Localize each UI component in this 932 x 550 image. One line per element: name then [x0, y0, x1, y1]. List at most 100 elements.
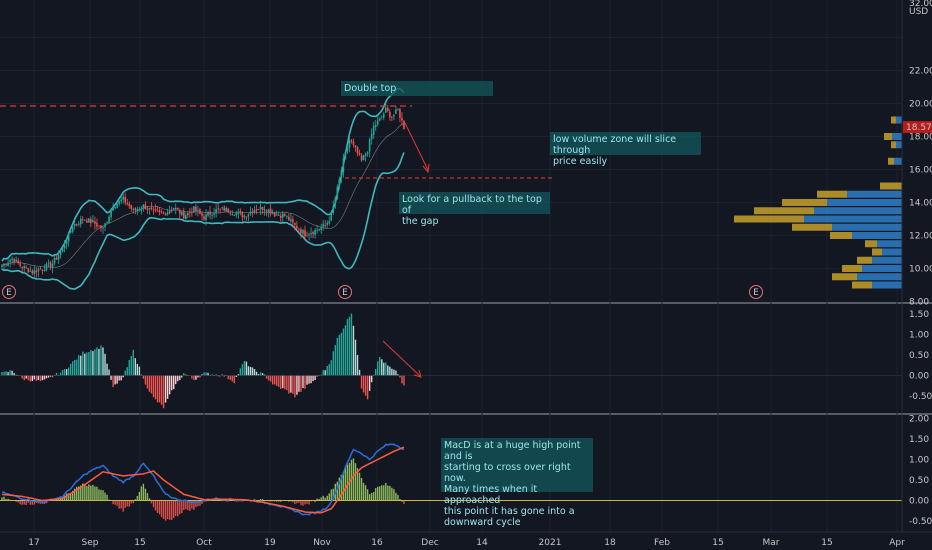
- candle-body: [201, 213, 203, 216]
- macd-diff-bar: [296, 500, 298, 504]
- macd-diff-bar: [336, 481, 339, 501]
- candle-body: [308, 234, 310, 236]
- macd-diff-bar: [401, 500, 403, 502]
- candle-body: [195, 206, 197, 212]
- candle-body: [389, 111, 391, 118]
- macd-diff-bar: [326, 495, 328, 501]
- histogram-bar: [27, 375, 29, 381]
- candle-body: [43, 270, 46, 271]
- macd-diff-bar: [29, 500, 31, 505]
- macd-diff-bar: [118, 500, 120, 509]
- volume-profile-bar-down: [865, 240, 877, 248]
- candle-body: [346, 147, 349, 152]
- histogram-bar: [108, 369, 110, 376]
- candle-body: [180, 211, 183, 215]
- candle-body: [241, 212, 244, 218]
- candle-body: [284, 214, 286, 216]
- macd-diff-bar: [124, 500, 126, 508]
- macd-diff-bar: [23, 500, 25, 505]
- macd-diff-bar: [322, 495, 324, 501]
- macd-diff-bar: [364, 485, 367, 501]
- volume-profile-bar-down: [830, 232, 852, 239]
- time-tick-label: 16: [371, 538, 383, 548]
- candle-body: [320, 227, 322, 230]
- macd-diff-bar: [383, 485, 385, 501]
- macd-diff-bar: [292, 500, 294, 503]
- candle-body: [263, 209, 266, 211]
- histogram-bar: [320, 374, 322, 376]
- price-arrow-head: [422, 163, 430, 174]
- annotation-macd-line4: this point it has gone into a: [444, 506, 575, 517]
- candle-body: [45, 263, 48, 271]
- histogram-bar: [235, 375, 238, 377]
- histogram-bar: [25, 375, 27, 379]
- candle-body: [65, 241, 68, 245]
- volume-profile-bar-down: [852, 281, 872, 289]
- macd-diff-bar: [187, 500, 189, 511]
- candle-body: [322, 224, 324, 227]
- earnings-marker-3: [749, 285, 763, 299]
- candle-body: [259, 206, 262, 210]
- histogram-bar: [124, 370, 126, 376]
- candle-body: [277, 215, 280, 217]
- histogram-bar: [183, 373, 185, 376]
- annotation-low-volume[interactable]: low volume zone will slice through price…: [550, 132, 701, 167]
- middle-band: [1, 122, 405, 268]
- candle-body: [136, 209, 139, 212]
- macd-diff-bar: [120, 500, 122, 509]
- histogram-bar: [340, 332, 343, 376]
- macd-diff-bar: [98, 489, 100, 501]
- candle-body: [41, 269, 44, 271]
- candle-body: [166, 212, 169, 215]
- histogram-bar: [69, 363, 72, 376]
- candle-body: [387, 108, 389, 112]
- histogram-bar: [397, 374, 399, 376]
- candle-body: [376, 120, 379, 125]
- candle-body: [211, 214, 213, 216]
- macd-tick-label: 0.50: [909, 476, 929, 486]
- annotation-pullback[interactable]: Look for a pullback to the top of the ga…: [399, 192, 550, 227]
- volume-profile-bar-up: [882, 248, 902, 256]
- candle-body: [71, 227, 74, 232]
- histogram-bar: [282, 375, 284, 389]
- annotation-low-volume-line1: low volume zone will slice through: [553, 134, 677, 156]
- candle-body: [229, 212, 232, 214]
- histogram-bar: [76, 359, 78, 376]
- histogram-bar: [33, 375, 36, 380]
- histogram-bar: [3, 371, 5, 376]
- histogram-bar: [67, 367, 70, 376]
- candle-body: [5, 263, 7, 265]
- macd-diff-bar: [164, 500, 167, 521]
- macd-diff-bar: [33, 500, 36, 505]
- histogram-bar: [233, 375, 235, 384]
- candle-body: [336, 186, 339, 199]
- annotation-macd[interactable]: MacD is at a huge high point and is star…: [441, 438, 593, 528]
- macd-diff-bar: [152, 500, 155, 508]
- volume-profile-bar-up: [862, 265, 902, 272]
- candle-body: [172, 208, 175, 210]
- histogram-bar: [265, 375, 268, 379]
- macd-diff-bar: [306, 500, 308, 504]
- volume-profile-bar-down: [884, 133, 892, 140]
- histogram-bar: [389, 366, 391, 376]
- candle-body: [134, 208, 137, 211]
- candle-body: [178, 210, 181, 214]
- candle-body: [237, 211, 240, 214]
- histogram-bar: [372, 374, 375, 376]
- macd-diff-bar: [1, 497, 3, 501]
- annotation-double-top[interactable]: Double top: [341, 81, 493, 96]
- candle-body: [344, 151, 347, 160]
- histogram-bar: [181, 375, 183, 378]
- histogram-bar: [259, 372, 262, 376]
- candle-body: [128, 203, 131, 207]
- lower-band: [1, 152, 405, 290]
- histogram-bar: [294, 375, 296, 398]
- time-tick-label: Feb: [654, 538, 670, 548]
- macd-diff-bar: [19, 500, 21, 505]
- candle-body: [1, 265, 3, 267]
- time-tick-label: 19: [264, 538, 276, 548]
- histogram-bar: [229, 375, 231, 380]
- macd-diff-bar: [76, 486, 78, 501]
- macd-diff-bar: [181, 500, 183, 514]
- histogram-tick-label: 0.00: [909, 372, 929, 382]
